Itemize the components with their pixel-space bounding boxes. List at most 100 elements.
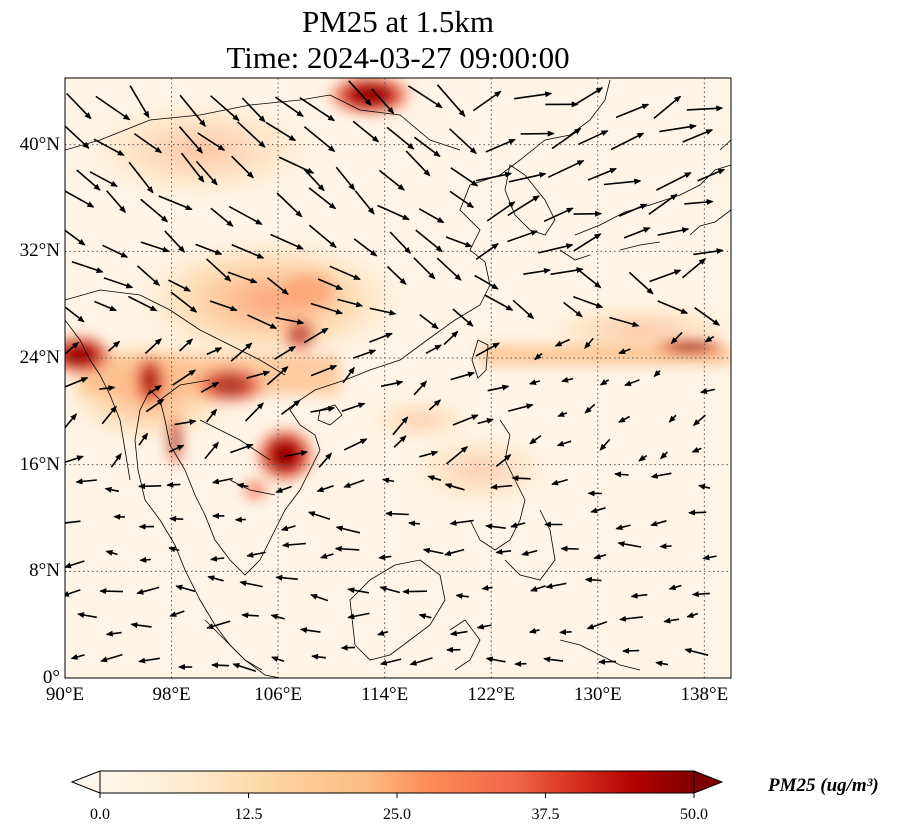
wind-arrow	[481, 584, 493, 591]
wind-arrow	[232, 662, 257, 672]
wind-arrow	[169, 515, 184, 522]
wind-arrow	[65, 520, 81, 524]
wind-arrow	[144, 338, 162, 355]
wind-arrow	[371, 88, 395, 115]
wind-arrow	[510, 522, 526, 529]
wind-arrow	[413, 380, 427, 396]
colorbar	[70, 770, 724, 798]
wind-arrow	[164, 230, 186, 253]
wind-arrow	[65, 377, 89, 388]
wind-arrow	[445, 236, 473, 248]
wind-arrow	[110, 452, 122, 468]
wind-arrow	[475, 342, 500, 357]
map-frame	[64, 77, 732, 679]
wind-arrow	[101, 405, 117, 425]
wind-arrow	[648, 193, 678, 215]
wind-arrow	[303, 327, 329, 344]
wind-arrow	[415, 229, 443, 253]
wind-arrow	[449, 190, 475, 209]
wind-arrow	[551, 478, 568, 486]
wind-arrow	[347, 612, 370, 620]
wind-arrow	[245, 402, 264, 422]
wind-arrow	[65, 124, 90, 149]
wind-arrow	[207, 575, 224, 582]
wind-arrow	[209, 300, 238, 312]
wind-arrow	[573, 295, 604, 309]
wind-arrow	[486, 201, 516, 222]
wind-arrow	[455, 593, 469, 600]
wind-arrow	[128, 161, 154, 194]
wind-arrow	[342, 366, 355, 384]
wind-arrow	[197, 132, 226, 151]
wind-arrow	[168, 279, 191, 292]
wind-arrow	[380, 380, 404, 388]
wind-arrow	[686, 612, 699, 618]
wind-arrow	[136, 265, 161, 286]
wind-arrow	[316, 485, 334, 493]
wind-arrow	[178, 126, 203, 154]
wind-arrow	[418, 613, 432, 620]
wind-arrow	[389, 231, 412, 255]
wind-arrow	[158, 195, 193, 211]
wind-arrow	[237, 121, 266, 148]
wind-arrow	[241, 612, 259, 619]
wind-arrow	[485, 138, 516, 153]
wind-arrow	[278, 156, 315, 174]
title-line-1: PM25 at 1.5km	[301, 4, 495, 39]
wind-arrow	[704, 335, 715, 343]
wind-arrow	[557, 411, 568, 417]
wind-arrow	[175, 584, 196, 593]
wind-arrow	[545, 582, 567, 590]
wind-arrow	[405, 150, 431, 177]
wind-arrow	[299, 627, 321, 634]
wind-arrow	[369, 307, 397, 316]
wind-arrow	[630, 592, 648, 599]
wind-arrow	[270, 233, 304, 250]
wind-arrow	[99, 385, 116, 392]
wind-arrow	[128, 295, 158, 312]
wind-arrow	[166, 481, 181, 488]
wind-arrow	[352, 120, 380, 143]
wind-arrow	[691, 446, 702, 453]
wind-arrow	[692, 414, 706, 426]
wind-arrow	[140, 241, 170, 253]
wind-arrow	[521, 549, 538, 556]
wind-arrow	[385, 510, 409, 517]
wind-arrow	[348, 80, 372, 106]
wind-arrow	[655, 660, 669, 667]
wind-arrow	[511, 475, 531, 482]
wind-arrow	[428, 399, 442, 411]
wind-arrow	[663, 617, 680, 624]
colorbar-tick-label: 12.5	[234, 806, 263, 823]
wind-arrow	[77, 612, 97, 619]
wind-arrow	[341, 402, 366, 412]
wind-arrow	[200, 381, 220, 393]
wind-arrow	[668, 584, 682, 591]
wind-arrow	[239, 580, 263, 588]
wind-arrow	[93, 138, 125, 157]
wind-arrow	[409, 657, 433, 666]
wind-arrow	[89, 171, 118, 188]
wind-arrow	[129, 85, 150, 119]
wind-arrow	[487, 384, 510, 392]
wind-arrow	[694, 307, 721, 326]
wind-arrow	[684, 199, 714, 205]
wind-arrow	[609, 316, 640, 328]
wind-arrow	[578, 130, 609, 146]
wind-arrow	[551, 127, 582, 150]
wind-arrow	[379, 658, 402, 666]
wind-arrow	[303, 126, 336, 153]
wind-arrow	[623, 227, 651, 239]
lat-tick-label: 24°N	[19, 347, 60, 368]
wind-arrow	[547, 159, 585, 178]
wind-arrow	[408, 520, 420, 527]
wind-arrow	[450, 371, 475, 381]
wind-arrow	[274, 345, 297, 360]
wind-arrow	[354, 190, 375, 215]
wind-arrow	[311, 653, 326, 660]
wind-arrow	[105, 630, 122, 637]
wind-arrow	[102, 244, 129, 258]
wind-arrow	[507, 230, 538, 243]
wind-arrow	[484, 294, 514, 311]
